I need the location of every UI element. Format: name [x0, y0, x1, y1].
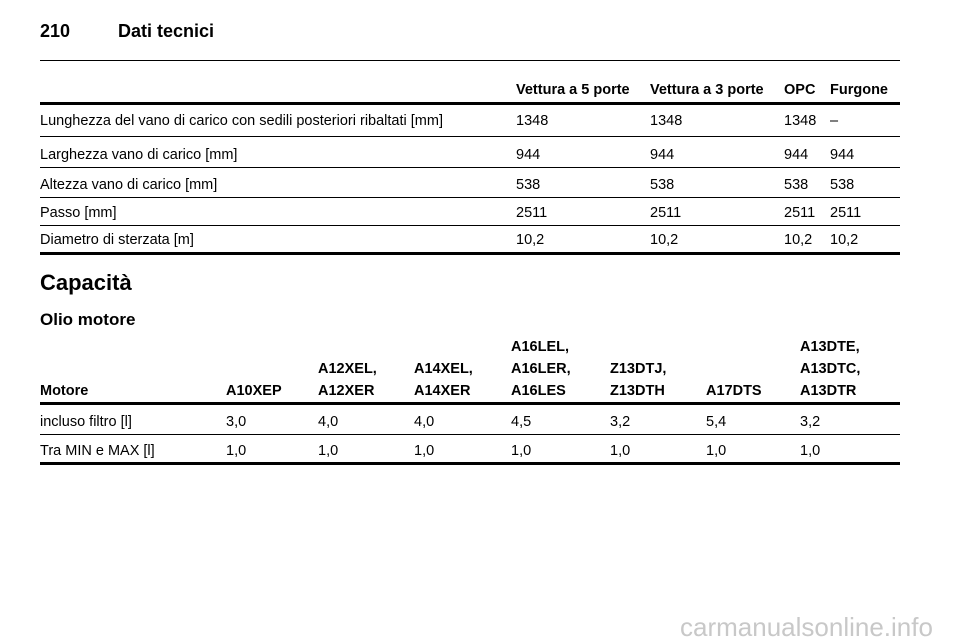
column-header: Motore — [40, 383, 89, 399]
column-header: A13DTC, — [800, 361, 861, 377]
column-header: A14XEL, — [414, 361, 473, 377]
table-cell: 944 — [516, 147, 541, 163]
table-rule — [40, 225, 900, 226]
table-cell: 1,0 — [511, 443, 532, 459]
table-cell: 538 — [516, 177, 541, 193]
table-cell: Diametro di sterzata [m] — [40, 232, 194, 248]
column-header: Z13DTH — [610, 383, 665, 399]
table-rule — [40, 434, 900, 435]
table-cell: 4,0 — [318, 414, 339, 430]
column-header: Furgone — [830, 82, 888, 98]
column-header: A17DTS — [706, 383, 762, 399]
table-cell: 3,2 — [610, 414, 631, 430]
table-cell: 944 — [650, 147, 675, 163]
table-rule — [40, 197, 900, 198]
table-cell: 10,2 — [650, 232, 679, 248]
header-rule — [40, 60, 900, 61]
watermark: carmanualsonline.info — [680, 612, 933, 642]
table-cell: Lunghezza del vano di carico con sedili … — [40, 113, 443, 129]
column-header: A16LER, — [511, 361, 571, 377]
table-rule — [40, 462, 900, 465]
table-cell: 1,0 — [800, 443, 821, 459]
table-rule — [40, 136, 900, 137]
table-cell: – — [830, 113, 839, 129]
table-cell: incluso filtro [l] — [40, 414, 132, 430]
table-cell: 2511 — [784, 205, 816, 221]
table-cell: 538 — [830, 177, 855, 193]
table-cell: 944 — [784, 147, 809, 163]
table-cell: 2511 — [516, 205, 548, 221]
table-cell: 1348 — [516, 113, 549, 129]
table-cell: 10,2 — [830, 232, 859, 248]
table-cell: 2511 — [650, 205, 682, 221]
table-cell: Passo [mm] — [40, 205, 117, 221]
column-header: A13DTE, — [800, 339, 860, 355]
column-header: Z13DTJ, — [610, 361, 667, 377]
table-rule — [40, 167, 900, 168]
page-title: Dati tecnici — [118, 21, 215, 41]
table-cell: 1,0 — [318, 443, 339, 459]
table-cell: 5,4 — [706, 414, 727, 430]
section-title: Capacità — [40, 270, 132, 295]
table-cell: 10,2 — [516, 232, 545, 248]
page-number: 210 — [40, 21, 71, 41]
column-header: OPC — [784, 82, 816, 98]
table-rule — [40, 402, 900, 405]
table-cell: 1,0 — [706, 443, 727, 459]
table-cell: 2511 — [830, 205, 862, 221]
table-cell: 3,2 — [800, 414, 821, 430]
table-cell: 538 — [650, 177, 675, 193]
table-cell: Tra MIN e MAX [l] — [40, 443, 155, 459]
table-cell: 538 — [784, 177, 809, 193]
column-header: A12XER — [318, 383, 375, 399]
column-header: A14XER — [414, 383, 471, 399]
table-cell: Altezza vano di carico [mm] — [40, 177, 218, 193]
subsection-title: Olio motore — [40, 310, 136, 329]
table-cell: 4,0 — [414, 414, 435, 430]
column-header: Vettura a 5 porte — [516, 82, 630, 98]
table-cell: 1,0 — [414, 443, 435, 459]
table-cell: 10,2 — [784, 232, 813, 248]
column-header: A12XEL, — [318, 361, 377, 377]
column-header: A16LES — [511, 383, 566, 399]
table-cell: 3,0 — [226, 414, 247, 430]
table-cell: 1,0 — [226, 443, 247, 459]
table-cell: 1348 — [650, 113, 683, 129]
column-header: A13DTR — [800, 383, 857, 399]
table-cell: 4,5 — [511, 414, 532, 430]
column-header: A10XEP — [226, 383, 282, 399]
column-header: Vettura a 3 porte — [650, 82, 764, 98]
column-header: A16LEL, — [511, 339, 570, 355]
table-rule — [40, 252, 900, 255]
table-cell: Larghezza vano di carico [mm] — [40, 147, 238, 163]
table-cell: 1348 — [784, 113, 817, 129]
table-cell: 944 — [830, 147, 855, 163]
table-rule — [40, 102, 900, 105]
table-cell: 1,0 — [610, 443, 631, 459]
